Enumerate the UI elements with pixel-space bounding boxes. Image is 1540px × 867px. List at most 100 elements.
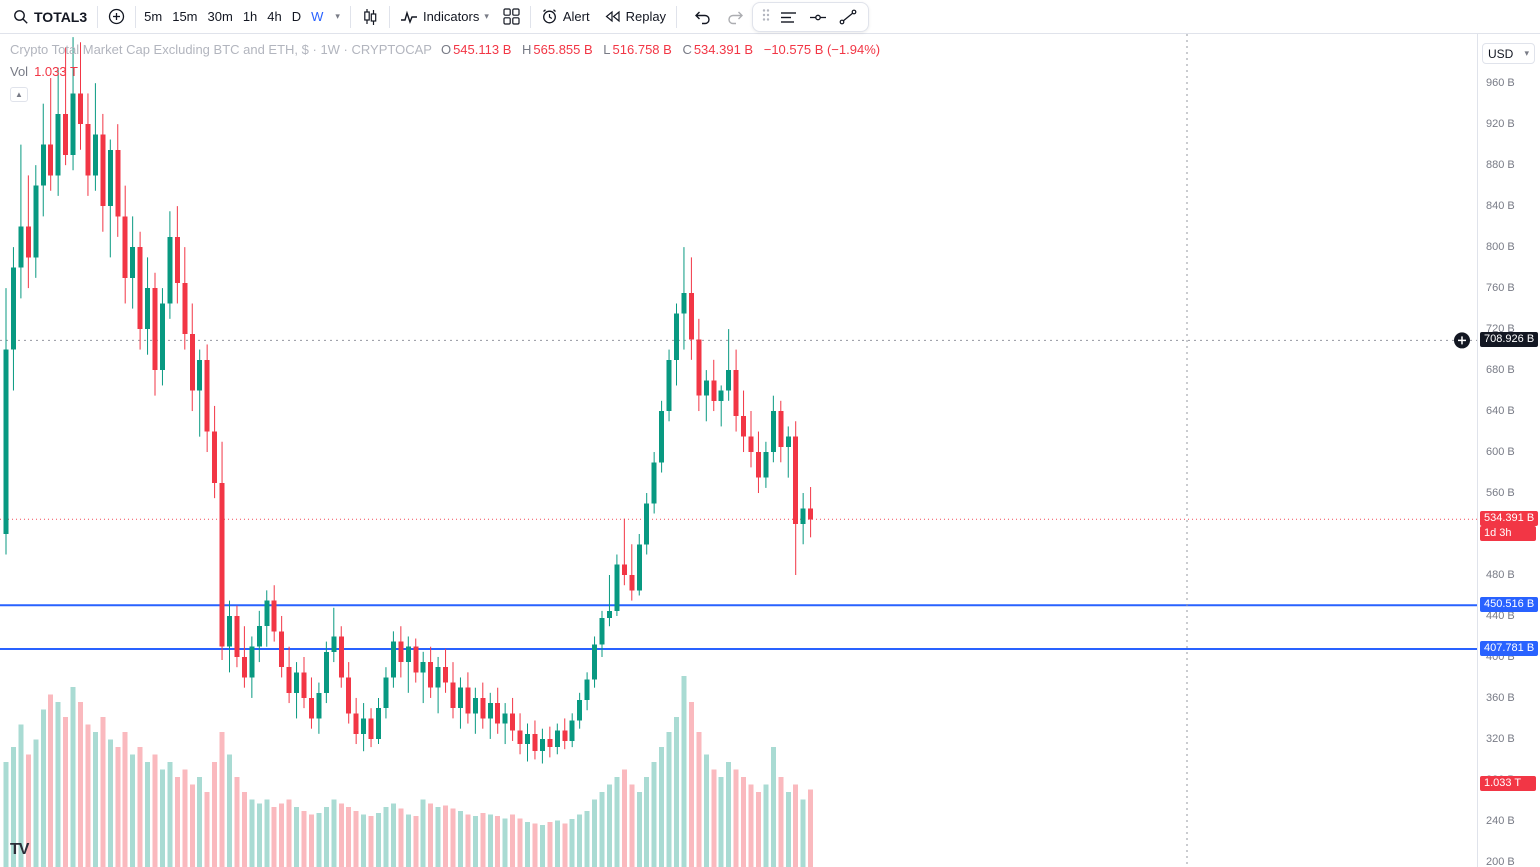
layout-templates-button[interactable] [496,4,527,29]
candle-body [159,303,165,371]
interval-4h[interactable]: 4h [262,5,286,28]
interval-dropdown-button[interactable]: ▾ [328,7,347,26]
level1-price-label[interactable]: 450.516 B [1480,597,1539,613]
candle-body [338,636,344,678]
volume-bar [800,799,806,867]
volume-bar [145,762,151,867]
candle-body [443,667,449,683]
indicators-button[interactable]: Indicators ▾ [393,4,496,30]
candle-body [428,662,434,688]
candle-body [174,236,180,283]
alert-button[interactable]: Alert [534,4,597,29]
chart-legend[interactable]: Crypto Total Market Cap Excluding BTC an… [10,42,887,57]
toolbar-separator [529,5,531,28]
candle-body [510,713,516,731]
volume-bar [718,777,724,867]
candle-body [145,288,151,330]
volume-bar [711,769,717,867]
candle-body [659,411,665,463]
volume-bar [755,792,761,867]
volume-bar [584,810,590,867]
redo-button[interactable] [719,4,752,29]
chart-style-button[interactable] [354,4,386,30]
interval-1w[interactable]: W [306,5,328,28]
candle-body [182,282,188,335]
object-tree-lines-button[interactable] [775,6,802,29]
volume-bar [279,803,285,867]
volume-legend[interactable]: Vol 1.033 T [10,64,78,79]
alert-label: Alert [562,9,590,24]
price-tick-label: 560 B [1486,487,1515,500]
last-price-label: 534.391 B [1480,511,1539,527]
volume-bar [569,819,575,867]
price-tick-label: 840 B [1486,200,1515,213]
top-toolbar: TOTAL3 5m 15m 30m 1h 4h D W ▾ Indicators [0,0,1540,34]
volume-bar [733,769,739,867]
volume-bar [338,803,344,867]
interval-1d[interactable]: D [287,5,306,28]
tradingview-logo[interactable]: TV [10,841,29,858]
toolbar-separator [135,5,137,28]
candle-body [130,247,136,278]
replay-label: Replay [625,9,667,24]
candle-body [808,508,814,520]
interval-15m[interactable]: 15m [167,5,202,28]
volume-bar [219,732,225,867]
volume-bar [629,784,635,867]
currency-toggle-button[interactable]: USD ▾ [1482,43,1535,64]
trend-line-tool-button[interactable] [834,5,862,29]
undo-icon [693,8,712,25]
symbol-label: TOTAL3 [34,8,88,25]
price-tick-label: 920 B [1486,118,1515,131]
volume-bar [465,814,471,867]
candle-body [435,667,441,688]
volume-bar [793,784,799,867]
candle-body [688,293,694,340]
replay-button[interactable]: Replay [597,4,673,29]
volume-bar [525,822,530,867]
compare-add-symbol-button[interactable] [101,4,132,29]
volume-bar [428,803,434,867]
volume-bar [495,816,501,867]
level2-price-label[interactable]: 407.781 B [1480,640,1539,656]
volume-bar [562,823,568,867]
volume-bar [122,732,128,867]
high-value: 565.855 B [533,42,593,57]
undo-button[interactable] [686,4,719,29]
volume-bar [78,702,83,867]
volume-bar [55,702,61,867]
volume-bar [666,732,672,867]
volume-bar [18,724,24,867]
candle-body [294,672,300,693]
toolbar-separator [349,5,351,28]
candle-body [48,144,54,176]
candle-body [390,641,396,678]
price-axis[interactable]: USD ▾ 960 B 920 B 880 B 840 B 800 B 760 B 720 … [1477,34,1540,867]
candle-body [577,699,583,721]
volume-bar [741,777,747,867]
volume-bar [10,747,16,867]
chart-canvas[interactable] [0,0,1477,867]
chevron-down-icon: ▾ [484,11,489,21]
candle-body [629,574,635,591]
interval-5m[interactable]: 5m [139,5,167,28]
candle-body [465,687,471,714]
candle-body [621,564,627,575]
bar-countdown-label[interactable]: 1d 3h [1480,526,1536,542]
symbol-search-button[interactable]: TOTAL3 [6,5,94,29]
drag-handle-icon[interactable] [759,6,773,29]
candle-body [606,610,612,619]
candle-body [70,93,76,155]
candle-body [271,600,277,632]
change-value: −10.575 B (−1.94%) [763,42,881,57]
price-tick-label: 600 B [1486,446,1515,459]
candle-body [107,149,113,207]
interval-30m[interactable]: 30m [203,5,238,28]
horizontal-line-tool-button[interactable] [804,6,832,29]
legend-collapse-button[interactable]: ▲ [10,87,28,102]
interval-1h[interactable]: 1h [238,5,262,28]
candle-body [592,644,598,680]
candle-body [405,646,411,663]
candle-body [241,656,247,678]
